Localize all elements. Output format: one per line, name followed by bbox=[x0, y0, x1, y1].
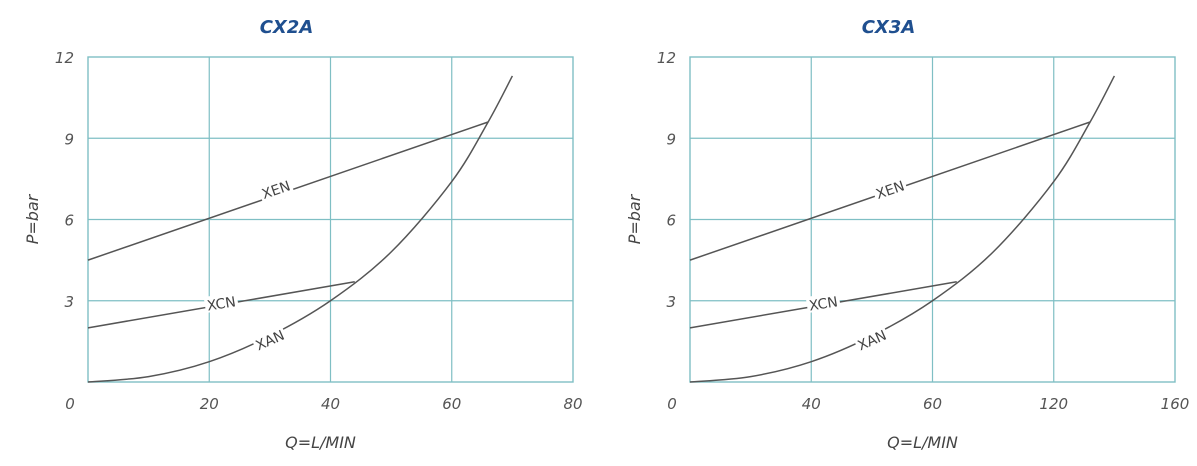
label-background bbox=[251, 325, 288, 354]
x-tick-label: 40 bbox=[321, 395, 340, 413]
label-background bbox=[257, 175, 294, 202]
x-tick-label: 120 bbox=[1039, 395, 1068, 413]
label-background bbox=[871, 175, 908, 202]
series-label-text: XAN bbox=[253, 328, 287, 355]
series-label-xen: XEN bbox=[257, 175, 294, 203]
chart-title: CX3A bbox=[862, 17, 916, 38]
series-label-text: XCN bbox=[206, 294, 237, 314]
series-label-xan: XAN bbox=[853, 325, 890, 355]
x-tick-label: 20 bbox=[200, 395, 219, 413]
x-axis-label: Q=L/MIN bbox=[285, 433, 356, 452]
label-background bbox=[853, 325, 890, 354]
y-tick-label: 12 bbox=[657, 49, 676, 67]
x-tick-label: 60 bbox=[923, 395, 942, 413]
series-label-xan: XAN bbox=[251, 325, 288, 355]
series-label-text: XCN bbox=[808, 294, 839, 314]
chart-1: CX2A 0 20 40 60 80 3 6 9 12 Q=L/MIN P=bar XEN XCN XAN bbox=[23, 17, 583, 452]
x-tick-label: 40 bbox=[802, 395, 821, 413]
chart-title: CX2A bbox=[260, 17, 314, 38]
plot-frame bbox=[87, 56, 574, 383]
y-axis-label: P=bar bbox=[23, 193, 42, 244]
y-tick-label: 6 bbox=[64, 212, 74, 230]
series-line-xan bbox=[87, 75, 514, 383]
series-label-xcn: XCN bbox=[203, 291, 239, 315]
x-tick-label: 0 bbox=[667, 395, 677, 413]
x-tick-label: 0 bbox=[65, 395, 75, 413]
y-tick-label: 9 bbox=[666, 130, 676, 148]
label-background bbox=[805, 291, 841, 313]
y-tick-label: 12 bbox=[55, 49, 74, 67]
label-background bbox=[203, 291, 239, 313]
y-tick-label: 9 bbox=[64, 130, 74, 148]
y-axis-label: P=bar bbox=[625, 193, 644, 244]
series-label-text: XEN bbox=[874, 178, 907, 203]
x-tick-label: 80 bbox=[563, 395, 582, 413]
y-tick-label: 6 bbox=[666, 212, 676, 230]
series-label-xcn: XCN bbox=[805, 291, 841, 315]
series-line-xan bbox=[689, 75, 1116, 383]
x-tick-label: 160 bbox=[1161, 395, 1190, 413]
plot-frame bbox=[689, 56, 1176, 383]
y-tick-label: 3 bbox=[64, 293, 74, 311]
series-label-text: XEN bbox=[260, 178, 293, 203]
y-tick-label: 3 bbox=[666, 293, 676, 311]
series-label-text: XAN bbox=[855, 328, 889, 355]
series-label-xen: XEN bbox=[871, 175, 908, 203]
x-axis-label: Q=L/MIN bbox=[887, 433, 958, 452]
x-tick-label: 60 bbox=[442, 395, 461, 413]
chart-2: CX3A 0 40 60 120 160 3 6 9 12 Q=L/MIN P=bar XEN XCN XA… bbox=[625, 17, 1189, 452]
